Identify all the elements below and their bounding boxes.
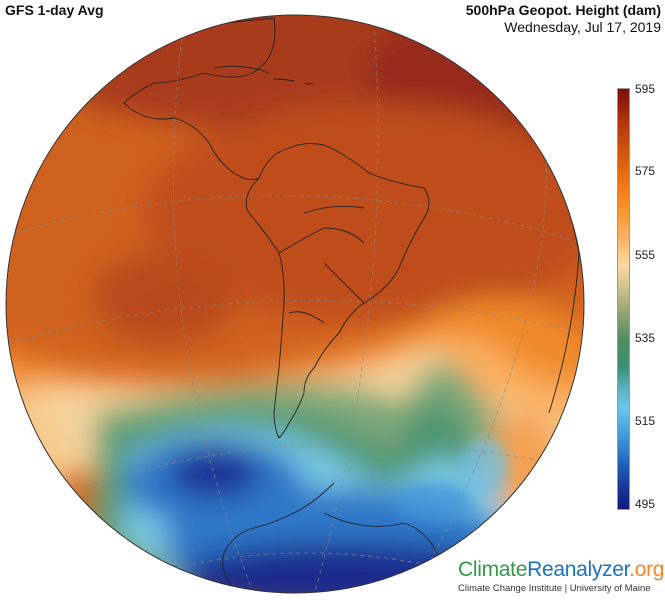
model-title: GFS 1-day Avg <box>5 2 104 18</box>
colorbar-tick-535: 535 <box>635 331 656 345</box>
colorbar-tick-555: 555 <box>635 248 656 262</box>
brand-part-reanalyzer: Reanalyzer <box>527 558 630 581</box>
date-label: Wednesday, Jul 17, 2019 <box>504 19 661 35</box>
colorbar-tick-575: 575 <box>635 164 656 178</box>
globe-svg <box>5 14 585 594</box>
colorbar <box>617 88 630 510</box>
variable-title: 500hPa Geopot. Height (dam) <box>465 2 661 18</box>
colorbar-tick-495: 495 <box>635 497 656 511</box>
globe-map <box>4 13 586 595</box>
brand-part-climate: Climate <box>458 558 528 581</box>
brand-part-org: .org <box>629 558 665 581</box>
colorbar-tick-515: 515 <box>635 414 656 428</box>
colorbar-tick-595: 595 <box>635 82 656 96</box>
institution-label: Climate Change Institute | University of… <box>458 583 651 594</box>
brand-logo: ClimateReanalyzer.org <box>458 558 664 582</box>
